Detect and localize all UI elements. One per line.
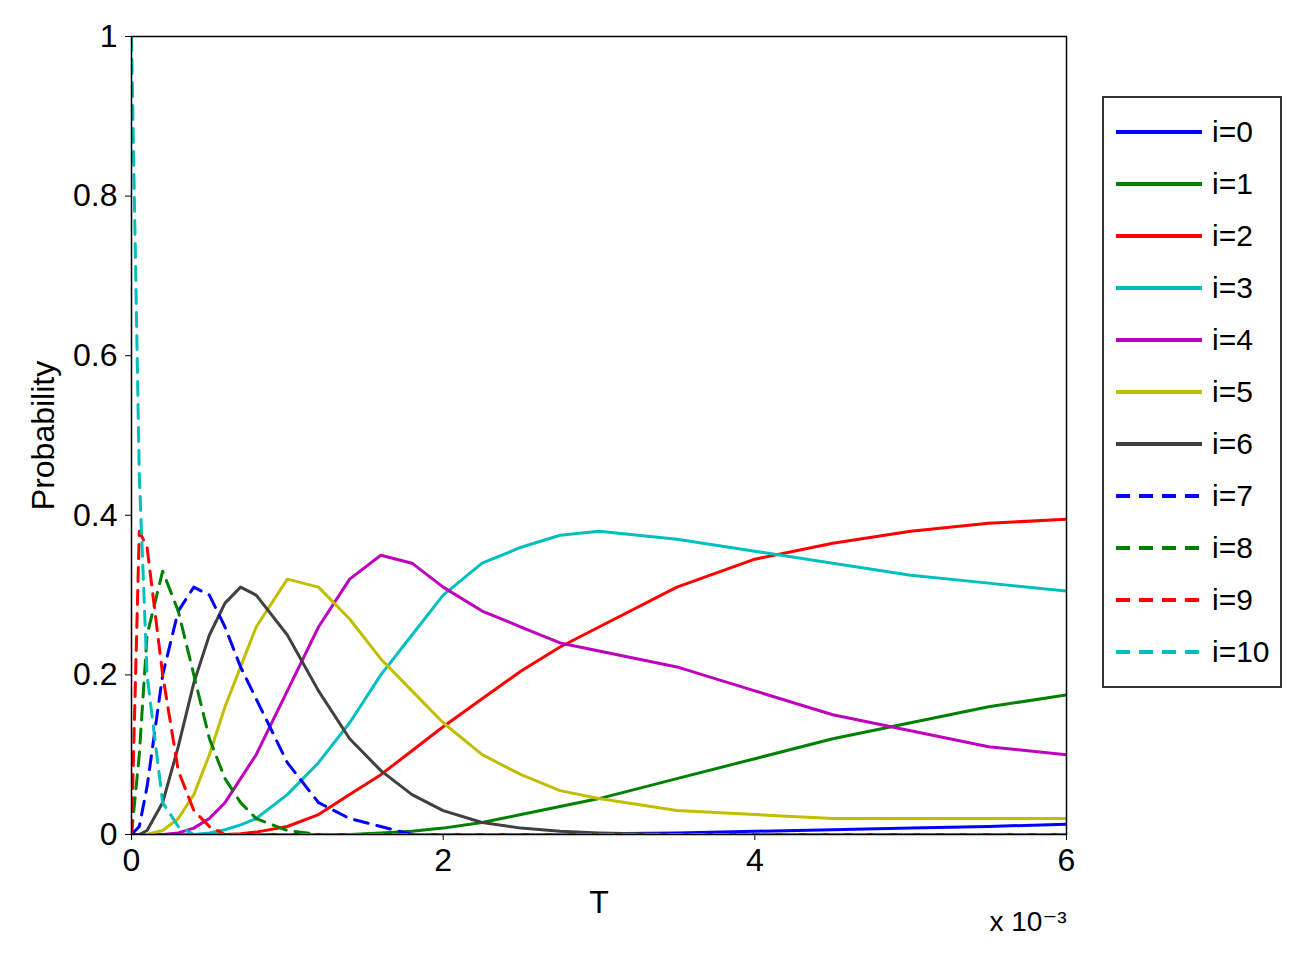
svg-text:0.6: 0.6 [73,337,117,373]
html-text:i=1: i=1 [1212,167,1253,200]
svg-text:4: 4 [746,842,764,878]
svg-text:x 10⁻³: x 10⁻³ [989,906,1066,937]
html-text:i=2: i=2 [1212,219,1253,252]
svg-text:Probability: Probability [25,361,61,510]
svg-text:0: 0 [123,842,141,878]
svg-text:T: T [589,884,609,920]
svg-text:1: 1 [100,18,118,54]
html-text:i=3: i=3 [1212,271,1253,304]
html-text:i=9: i=9 [1212,583,1253,616]
html-text:i=7: i=7 [1212,479,1253,512]
svg-text:6: 6 [1058,842,1076,878]
html-text:i=10: i=10 [1212,635,1270,668]
html-text:i=4: i=4 [1212,323,1253,356]
html-text:i=6: i=6 [1212,427,1253,460]
html-text:i=8: i=8 [1212,531,1253,564]
html-text:i=5: i=5 [1212,375,1253,408]
svg-text:0: 0 [100,816,118,852]
svg-text:0.2: 0.2 [73,656,117,692]
svg-text:0.8: 0.8 [73,177,117,213]
svg-text:0.4: 0.4 [73,497,117,533]
html-text:i=0: i=0 [1212,115,1253,148]
svg-text:2: 2 [434,842,452,878]
